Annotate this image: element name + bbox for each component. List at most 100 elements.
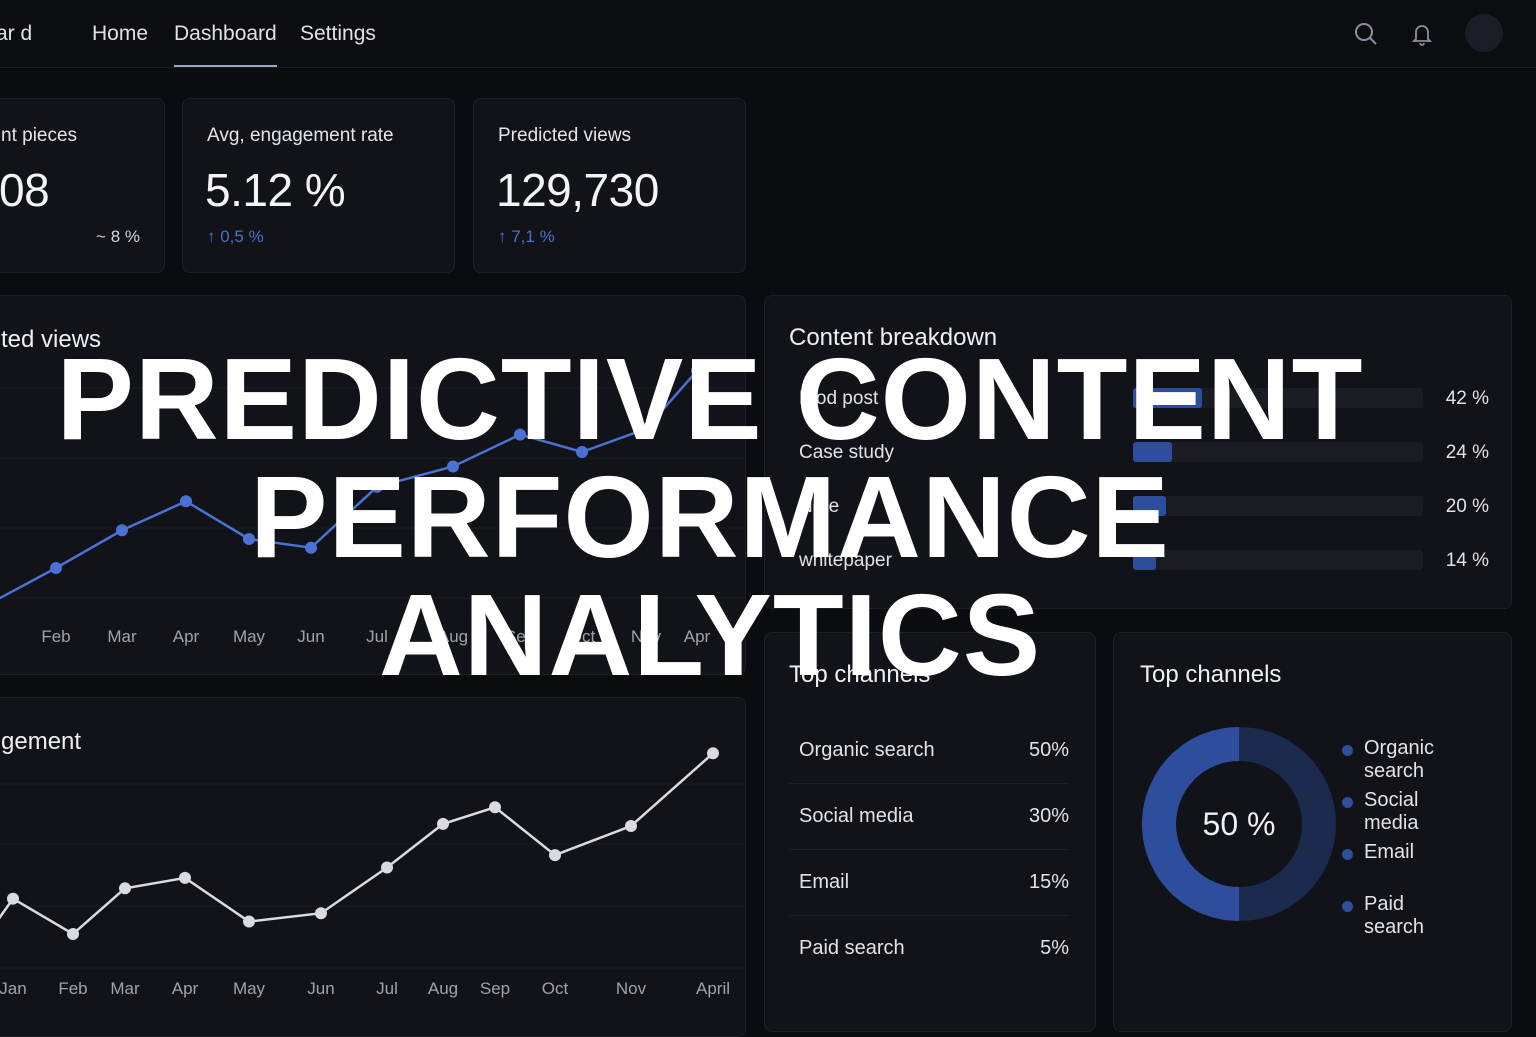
x-tick-label: Nov bbox=[631, 627, 662, 646]
tab-dashboard[interactable]: Dashboard bbox=[174, 22, 277, 67]
legend-label: Social media bbox=[1364, 789, 1419, 834]
data-point[interactable] bbox=[179, 871, 191, 884]
bar-track bbox=[1133, 442, 1423, 462]
x-tick-label: Sep bbox=[505, 627, 535, 646]
data-point[interactable] bbox=[116, 524, 128, 537]
data-point[interactable] bbox=[437, 817, 449, 830]
tab-settings[interactable]: Settings bbox=[300, 22, 376, 45]
kpi-card-engagement-rate: Avg, engagement rate 5.12 % ↑ 0,5 % bbox=[182, 98, 455, 273]
bar-fill bbox=[1133, 388, 1202, 408]
x-tick-label: Mar bbox=[107, 627, 137, 646]
x-tick-label: Jul bbox=[366, 627, 388, 646]
channel-pct: 5% bbox=[1040, 937, 1069, 959]
x-tick-label: Apr bbox=[172, 979, 199, 998]
x-tick-label: Nov bbox=[616, 979, 647, 998]
engagement-line-chart: Jan Feb Mar Apr May Jun Jul Aug Sep Oct Nov April bbox=[0, 747, 745, 998]
x-tick-label: Aug bbox=[428, 979, 458, 998]
legend-dot bbox=[1342, 901, 1353, 912]
channel-pct: 50% bbox=[1028, 739, 1069, 761]
kpi-delta: ↑ 0,5 % bbox=[207, 227, 264, 246]
donut-center-label: 50 % bbox=[1203, 806, 1276, 842]
channel-row: Email 15% bbox=[789, 851, 1069, 916]
top-channels-table-card: Top channels Organic search 50% Social m… bbox=[764, 632, 1096, 1032]
kpi-label: nt pieces bbox=[1, 125, 78, 146]
card-title: Top channels bbox=[789, 661, 931, 688]
kpi-delta: ~ 8 % bbox=[96, 227, 140, 246]
data-point[interactable] bbox=[514, 428, 526, 441]
data-point[interactable] bbox=[305, 541, 317, 554]
overlay-line: PREDICTIVE CONTENT bbox=[56, 334, 1364, 464]
breakdown-pct: 20 % bbox=[1445, 496, 1489, 517]
x-tick-label: May bbox=[233, 979, 266, 998]
search-icon[interactable] bbox=[1350, 18, 1382, 50]
kpi-label: Avg, engagement rate bbox=[207, 125, 394, 146]
kpi-card-predicted-views: Predicted views 129,730 ↑ 7,1 % bbox=[473, 98, 746, 273]
breakdown-label: whitepaper bbox=[799, 550, 892, 571]
x-tick-label: April bbox=[696, 979, 730, 998]
card-title: Top channels bbox=[1140, 661, 1282, 688]
bar-track bbox=[1133, 388, 1423, 408]
breakdown-row: Note 20 % bbox=[789, 488, 1489, 528]
channel-name: Paid search bbox=[799, 937, 905, 959]
channel-pct: 30% bbox=[1028, 805, 1069, 827]
top-nav: ar d Home Dashboard Settings bbox=[0, 0, 1536, 68]
card-title: gement bbox=[1, 728, 82, 755]
breakdown-label: Blod post bbox=[799, 388, 879, 409]
data-point[interactable] bbox=[180, 495, 192, 508]
breakdown-pct: 42 % bbox=[1445, 388, 1489, 409]
channel-name: Email bbox=[799, 871, 850, 893]
data-point[interactable] bbox=[625, 820, 637, 832]
x-tick-label: Jan bbox=[0, 979, 27, 998]
channel-pct: 15% bbox=[1028, 871, 1069, 893]
card-title: Content breakdown bbox=[789, 324, 998, 351]
data-point[interactable] bbox=[381, 861, 393, 874]
bar-fill bbox=[1133, 496, 1166, 516]
kpi-value: 08 bbox=[0, 164, 50, 216]
series-line bbox=[0, 369, 698, 600]
data-point[interactable] bbox=[489, 801, 501, 814]
data-point[interactable] bbox=[691, 364, 703, 377]
donut-chart: 50 % bbox=[1142, 727, 1336, 921]
data-point[interactable] bbox=[549, 849, 561, 862]
x-tick-label: Aug bbox=[438, 627, 468, 646]
tab-home[interactable]: Home bbox=[92, 22, 149, 45]
overlay-line: ANALYTICS bbox=[378, 570, 1042, 700]
brand-logo[interactable]: ar d bbox=[0, 22, 33, 45]
card-title: ted views bbox=[1, 326, 102, 353]
content-breakdown-card: Content breakdown Blod post 42 % Case st… bbox=[764, 295, 1512, 609]
data-point[interactable] bbox=[640, 422, 652, 435]
channel-row: Social media 30% bbox=[789, 785, 1069, 850]
data-point[interactable] bbox=[447, 460, 459, 473]
x-tick-label: Mar bbox=[110, 979, 140, 998]
data-point[interactable] bbox=[7, 892, 19, 905]
bar-fill bbox=[1133, 442, 1173, 462]
kpi-label: Predicted views bbox=[498, 125, 632, 146]
donut-highlight-slice bbox=[1142, 727, 1336, 921]
legend-dot bbox=[1342, 745, 1353, 756]
legend-label: Paid search bbox=[1364, 893, 1425, 938]
x-tick-label: Feb bbox=[41, 627, 70, 646]
avatar[interactable] bbox=[1465, 14, 1503, 52]
legend-label: Organic search bbox=[1364, 737, 1435, 782]
kpi-value: 129,730 bbox=[496, 164, 659, 216]
data-point[interactable] bbox=[371, 480, 383, 493]
data-point[interactable] bbox=[67, 928, 79, 940]
data-point[interactable] bbox=[243, 533, 255, 545]
data-point[interactable] bbox=[315, 907, 327, 920]
data-point[interactable] bbox=[119, 882, 131, 895]
bell-icon[interactable] bbox=[1406, 18, 1438, 50]
breakdown-label: Note bbox=[799, 496, 840, 517]
data-point[interactable] bbox=[50, 562, 62, 574]
breakdown-label: Case study bbox=[799, 442, 895, 463]
channel-name: Social media bbox=[799, 805, 914, 827]
x-tick-label: Oct bbox=[542, 979, 569, 998]
data-point[interactable] bbox=[576, 446, 588, 458]
breakdown-row: Case study 24 % bbox=[789, 434, 1489, 474]
data-point[interactable] bbox=[707, 747, 719, 760]
predicted-views-card: ted views Feb Mar Apr May Jun Jul Aug Sep Oct Nov… bbox=[0, 295, 746, 675]
x-tick-label: Jun bbox=[297, 627, 324, 646]
bar-track bbox=[1133, 496, 1423, 516]
breakdown-pct: 14 % bbox=[1445, 550, 1489, 571]
channel-name: Organic search bbox=[799, 739, 935, 761]
data-point[interactable] bbox=[243, 915, 255, 928]
